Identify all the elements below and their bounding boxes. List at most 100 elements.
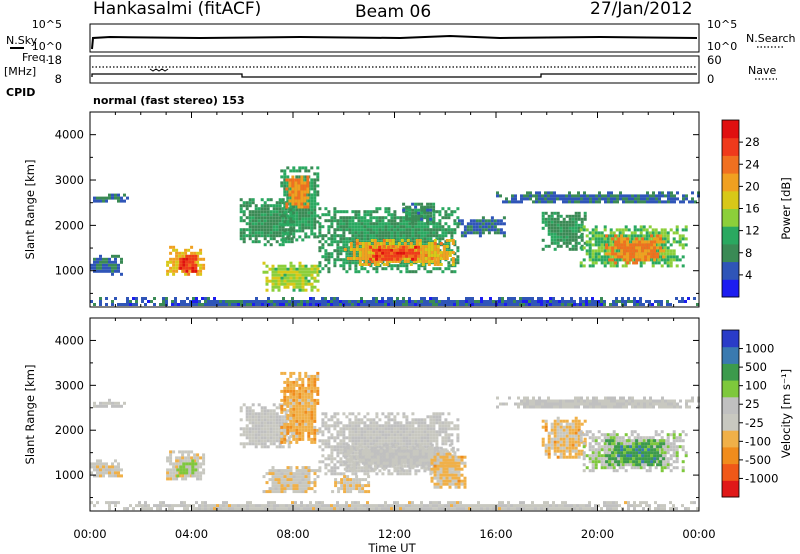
colorbar-tick-label: -25	[745, 416, 764, 430]
velocity-panel	[89, 317, 700, 512]
y-tick-label: 3000	[55, 173, 84, 187]
nsearch-tick-bottom: 10^0	[707, 40, 737, 53]
colorbar-tick-label: 16	[745, 202, 760, 216]
colorbar-tick-label: 25	[745, 397, 760, 411]
colorbar-swatch	[722, 137, 739, 156]
axes: 1000 2000 3000 4000 Slant Range [km] 1000 2000…	[23, 111, 716, 541]
y-axis-label: Slant Range [km]	[23, 365, 37, 465]
colorbar-tick-label: -100	[745, 434, 771, 448]
nsky-label: N.Sky	[6, 34, 38, 47]
nsky-trace	[91, 34, 698, 50]
velocity-echo-region	[541, 416, 587, 459]
colorbar-swatch	[722, 226, 739, 245]
power-echo-region	[369, 245, 421, 261]
freq-label: Freq.	[22, 51, 49, 64]
freq-unit: [MHz]	[4, 65, 36, 78]
power-colorbar: 4 8 12 16 20 24 28 Power [dB]	[721, 119, 793, 298]
colorbar-swatch	[722, 430, 739, 448]
cpid-label: CPID	[6, 86, 35, 99]
x-axis-label: Time UT	[367, 541, 416, 554]
colorbar-swatch	[722, 173, 739, 192]
velocity-echo-region	[331, 475, 371, 494]
velocity-echo-region	[93, 398, 126, 408]
power-echo-region	[93, 193, 129, 203]
power-echo-region	[402, 202, 436, 224]
colorbar-swatch	[722, 243, 739, 263]
power-echo-region	[285, 175, 310, 209]
power-echo-region	[90, 254, 123, 276]
y-tick-label: 4000	[55, 128, 84, 142]
power-echo-region	[262, 261, 320, 292]
colorbar-tick-label: 100	[745, 379, 767, 393]
velocity-panel-frame	[89, 317, 700, 512]
freq-trace	[91, 73, 697, 78]
nave-dip	[149, 68, 169, 72]
nsky-tick-bottom: 10^0	[32, 40, 62, 53]
freq-tick-bottom: 8	[55, 72, 62, 86]
x-tick-label: 12:00	[378, 527, 411, 541]
colorbar-tick-label: 24	[745, 157, 760, 171]
power-echo-region	[90, 297, 699, 306]
radar-title: Hankasalmi (fitACF)	[93, 0, 261, 19]
colorbar-tick-label: -1000	[745, 471, 778, 485]
beam-label: Beam 06	[355, 2, 431, 22]
colorbar-swatch	[722, 261, 739, 280]
power-echo-region	[318, 207, 460, 274]
colorbar-swatch	[722, 120, 739, 139]
colorbar-swatch	[722, 155, 739, 174]
freq-tick-top: 18	[47, 53, 62, 67]
colorbar-tick-label: 12	[745, 224, 760, 238]
colorbar-label: Velocity [m s⁻¹]	[779, 369, 793, 458]
y-tick-label: 3000	[55, 378, 84, 392]
velocity-echo-region	[90, 501, 699, 511]
nsky-strip: 10^5 10^0 N.Sky 10^5 10^0 N.Search	[6, 18, 796, 53]
x-tick-label: 00:00	[73, 527, 106, 541]
colorbar-swatch	[722, 396, 739, 414]
velocity-echo-region	[280, 371, 320, 444]
colorbar-tick-label: 28	[745, 135, 760, 149]
power-echo-region	[179, 254, 198, 273]
velocity-echo-region	[496, 396, 700, 409]
nave-tick-top: 60	[707, 53, 722, 67]
colorbar-swatch	[722, 330, 739, 348]
y-tick-label: 1000	[55, 264, 84, 278]
nsky-tick-top: 10^5	[32, 18, 62, 31]
colorbar-tick-label: 1000	[745, 342, 774, 356]
power-echo-region	[541, 211, 587, 251]
colorbar-tick-label: 500	[745, 360, 767, 374]
x-tick-label: 04:00	[175, 527, 208, 541]
y-tick-label: 1000	[55, 468, 84, 482]
colorbar-tick-label: 20	[745, 179, 760, 193]
power-panel	[89, 111, 700, 308]
y-tick-label: 2000	[55, 218, 84, 232]
velocity-echo-region	[343, 443, 455, 471]
colorbar-swatch	[722, 190, 739, 209]
y-axis-label: Slant Range [km]	[23, 160, 37, 260]
colorbar-swatch	[722, 380, 739, 398]
velocity-echo-region	[90, 459, 123, 478]
colorbar-swatch	[722, 480, 739, 498]
x-tick-label: 08:00	[276, 527, 309, 541]
power-echo-region	[239, 198, 294, 247]
y-tick-label: 2000	[55, 423, 84, 437]
colorbar-label: Power [dB]	[779, 177, 793, 240]
freq-strip: Freq. [MHz] 18 8 60 0 Nave CPID normal (…	[4, 51, 777, 107]
colorbar-swatch	[722, 463, 739, 481]
colorbar-swatch	[722, 413, 739, 431]
colorbar-tick-label: 4	[745, 268, 752, 282]
velocity-colorbar: -1000 -500 -100 -25 25 100 500 1000 Velocity [m …	[721, 329, 793, 498]
colorbar-swatch	[722, 346, 739, 364]
y-tick-label: 4000	[55, 333, 84, 347]
colorbar-frame	[721, 329, 740, 498]
velocity-echo-region	[605, 439, 666, 467]
x-tick-label: 00:00	[682, 527, 715, 541]
nave-tick-bottom: 0	[707, 72, 714, 86]
cpid-value: normal (fast stereo) 153	[93, 94, 245, 107]
colorbar-swatch	[722, 279, 739, 298]
power-echo-region	[605, 234, 666, 265]
colorbar-swatch	[722, 363, 739, 381]
velocity-echo-region	[430, 452, 467, 489]
x-tick-label: 16:00	[479, 527, 512, 541]
colorbar-swatch	[722, 446, 739, 465]
